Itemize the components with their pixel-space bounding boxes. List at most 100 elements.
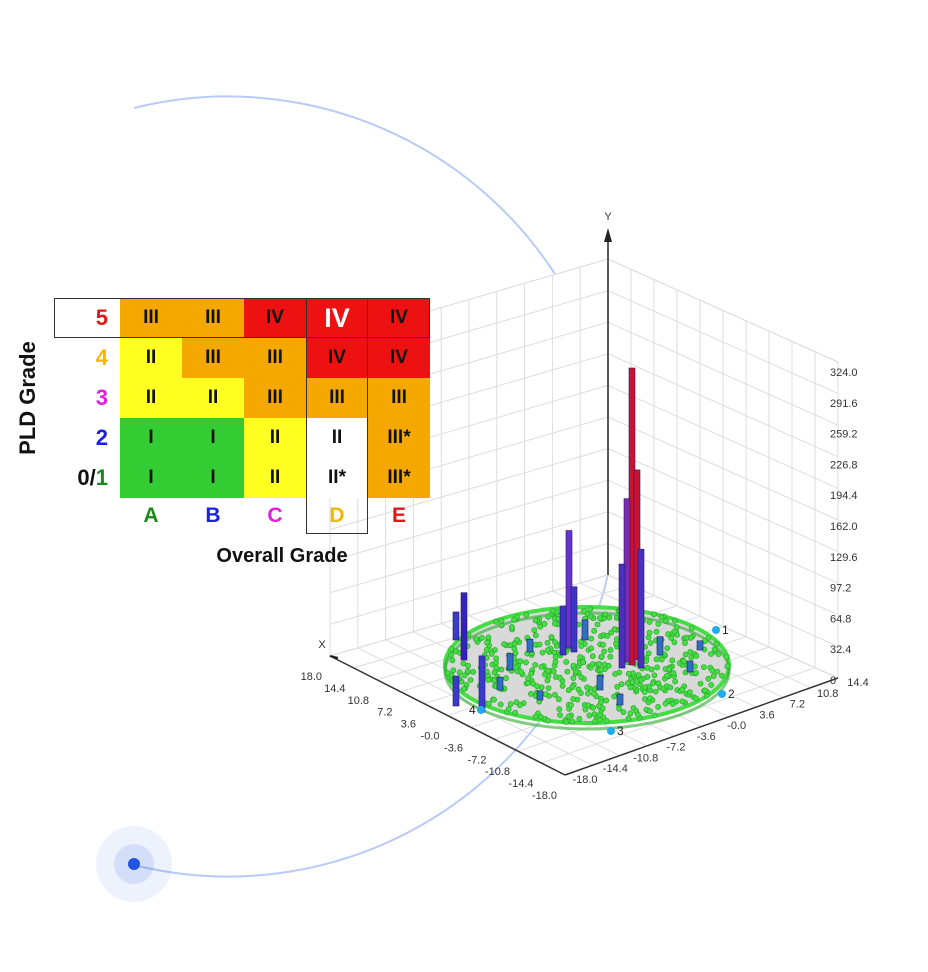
grade-cell: I (182, 418, 244, 458)
base-pillar (648, 666, 655, 673)
wall-grid-line (329, 479, 609, 562)
wall-grid-line (607, 258, 839, 363)
small-bar (616, 693, 624, 706)
base-pillar (602, 611, 609, 618)
base-pillar (478, 635, 485, 641)
base-pillar (493, 664, 500, 671)
base-pillar (465, 662, 471, 669)
wall-grid-line (607, 384, 839, 489)
base-pillar (563, 659, 570, 665)
grade-cell: III (244, 378, 306, 418)
base-pillar (669, 657, 676, 664)
base-pillar (569, 684, 576, 690)
wall-grid-line (607, 321, 839, 426)
base-pillar (687, 689, 693, 695)
base-pillar (511, 645, 518, 652)
y-axis-title-text: PLD Grade (15, 341, 40, 455)
wall-grid-line (607, 416, 839, 521)
base-pillar (652, 688, 659, 695)
small-bar (536, 690, 544, 701)
grade-cell: IV (244, 298, 306, 338)
grade-cell: III (182, 298, 244, 338)
base-pillar (491, 696, 497, 703)
x-tick-label: 7.2 (377, 707, 392, 719)
column-label: A (143, 504, 159, 527)
base-pillar (456, 669, 463, 676)
base-pillar (539, 649, 546, 656)
base-pillar (611, 626, 618, 633)
base-pillar (625, 715, 632, 722)
base-pillar (488, 650, 495, 657)
small-bar (581, 619, 589, 641)
grade-cell: III* (368, 418, 430, 458)
z-tick-label: -10.8 (633, 752, 658, 764)
base-pillar (714, 668, 721, 675)
base-pillar (645, 634, 652, 641)
base-pillar (492, 659, 499, 666)
base-pillar (512, 709, 519, 716)
base-pillar (708, 651, 714, 657)
base-pillar (578, 674, 585, 681)
base-pillar (655, 621, 662, 627)
base-pillar (697, 680, 704, 687)
base-pillar (523, 612, 530, 618)
base-pillar (650, 680, 656, 687)
base-pillar (614, 683, 621, 690)
base-pillar (532, 632, 539, 639)
base-pillar (627, 684, 634, 691)
base-pillar (587, 606, 594, 613)
z-tick-label: -18.0 (572, 774, 597, 786)
base-pillar (713, 640, 720, 647)
x-tick-label: 18.0 (301, 671, 322, 683)
base-pillar (565, 687, 572, 694)
base-pillar (664, 672, 670, 679)
column-label: B (205, 504, 221, 527)
base-pillar (575, 686, 582, 693)
row-label: 4 (95, 345, 108, 370)
base-pillar (545, 668, 551, 674)
base-pillar (461, 672, 468, 679)
base-pillar (576, 715, 583, 722)
z-tick-label: 3.6 (759, 709, 774, 721)
base-pillar (711, 646, 718, 653)
base-pillar (511, 616, 517, 623)
column-d-outline (306, 298, 368, 534)
base-pillar (584, 684, 590, 691)
base-pillar (563, 719, 569, 725)
column-label: C (267, 504, 283, 527)
wall-grid-line (607, 353, 839, 458)
x-axis-line (329, 655, 566, 776)
base-pillar (450, 667, 457, 674)
x-axis-name: X (318, 639, 326, 651)
base-pillar (715, 651, 722, 657)
row-5-outline (54, 298, 430, 338)
row-label-part: 1 (95, 465, 108, 490)
base-pillar (542, 691, 549, 697)
wall-grid-line (607, 479, 839, 584)
base-pillar (682, 651, 689, 658)
base-pillar (687, 649, 694, 655)
base-pillar (594, 621, 601, 628)
x-tick-label: -14.4 (508, 778, 533, 790)
base-pillar (517, 658, 524, 665)
base-pillar (687, 634, 694, 641)
x-axis-title: Overall Grade (216, 545, 348, 567)
base-pillar (568, 702, 574, 708)
base-pillar (651, 672, 658, 679)
base-pillar (658, 656, 665, 663)
base-pillar (601, 648, 607, 655)
base-pillar (590, 704, 596, 711)
grade-cell: IV (306, 338, 368, 378)
base-pillar (460, 686, 467, 692)
base-pillar (644, 673, 651, 680)
base-pillar (600, 641, 606, 648)
base-pillar (503, 675, 509, 682)
grade-cell: II (120, 338, 182, 378)
grade-cell: III (120, 298, 182, 338)
grade-cell: III (306, 378, 368, 418)
z-axis-line (564, 677, 839, 776)
base-pillar (647, 708, 653, 714)
row-label: 5 (95, 305, 108, 330)
x-tick-label: -3.6 (444, 742, 463, 754)
y-tick-label: 64.8 (830, 613, 851, 625)
